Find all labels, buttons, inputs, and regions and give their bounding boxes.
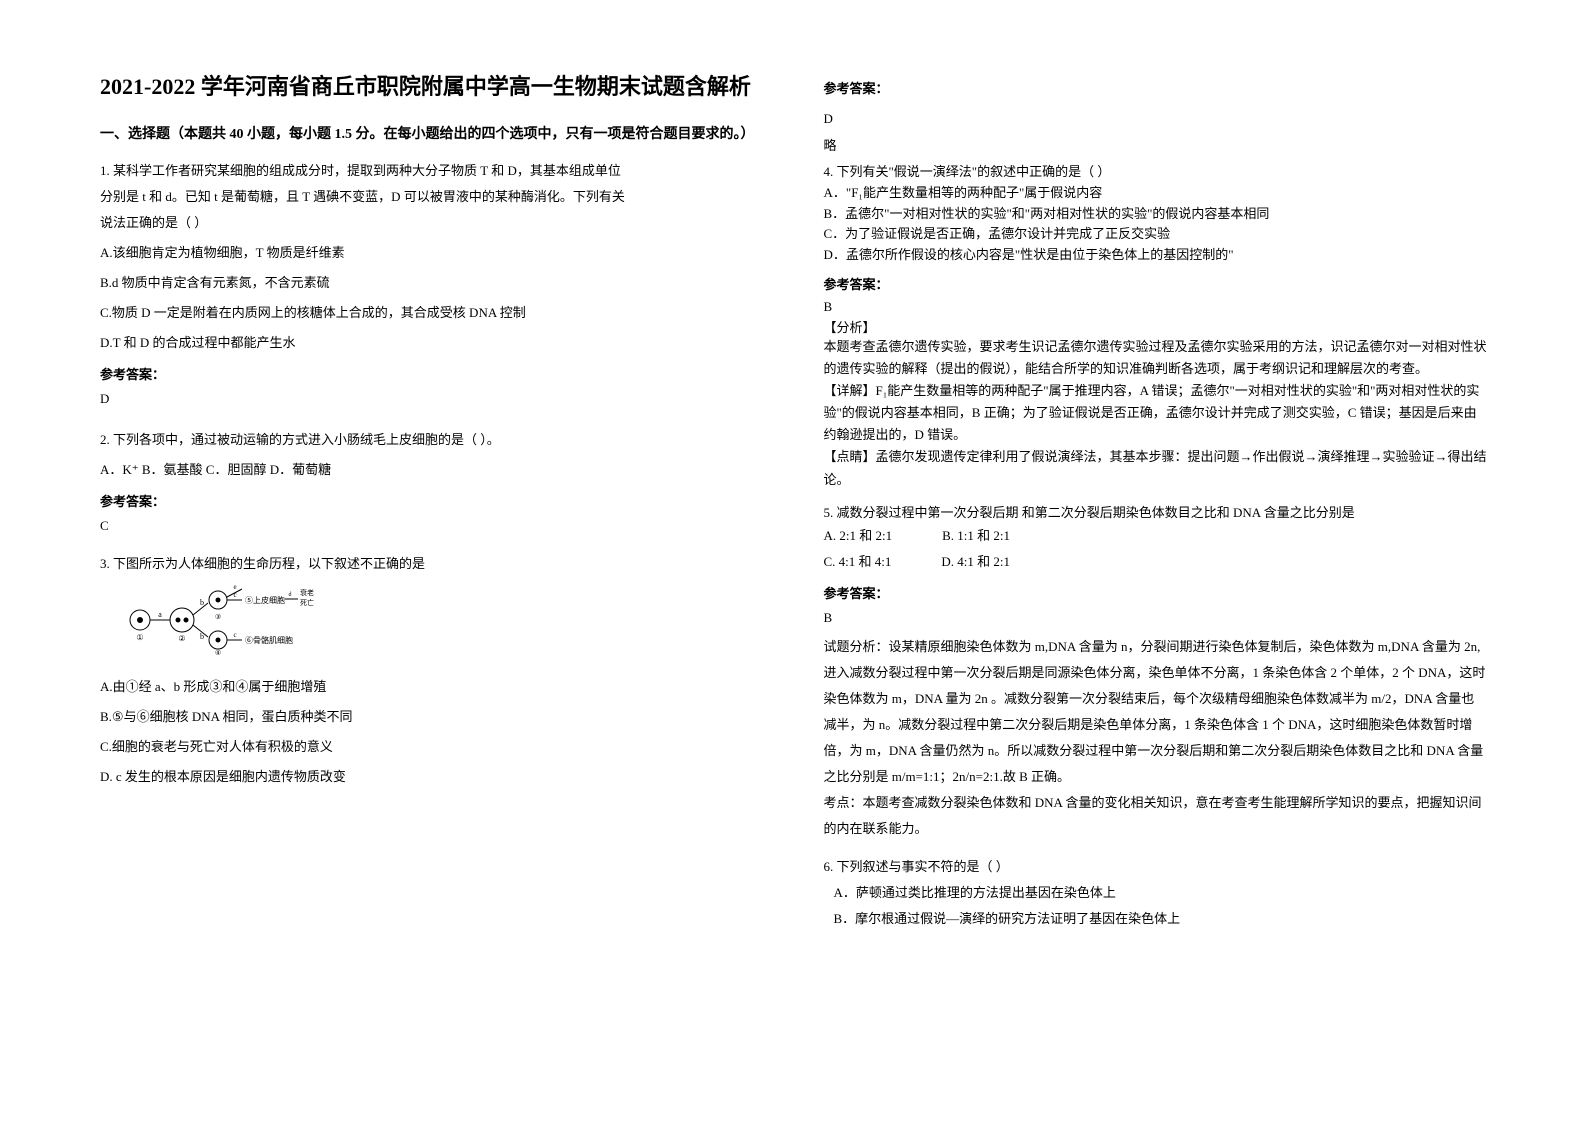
document-title: 2021-2022 学年河南省商丘市职院附属中学高一生物期末试题含解析 bbox=[100, 70, 764, 103]
svg-text:衰老: 衰老 bbox=[300, 588, 314, 597]
section-header: 一、选择题（本题共 40 小题，每小题 1.5 分。在每小题给出的四个选项中，只… bbox=[100, 123, 764, 143]
q1-stem-line3: 说法正确的是（ ） bbox=[100, 210, 764, 236]
q6-option-a: A．萨顿通过类比推理的方法提出基因在染色体上 bbox=[824, 880, 1488, 906]
svg-text:c: c bbox=[233, 631, 236, 639]
q2-answer-label: 参考答案： bbox=[100, 491, 764, 510]
question-1: 1. 某科学工作者研究某细胞的组成成分时，提取到两种大分子物质 T 和 D，其基… bbox=[100, 158, 764, 415]
q6-stem: 6. 下列叙述与事实不符的是（ ） bbox=[824, 854, 1488, 880]
svg-text:②: ② bbox=[178, 634, 185, 643]
svg-text:⑤上皮细胞: ⑤上皮细胞 bbox=[245, 595, 285, 605]
q5-analysis: 试题分析：设某精原细胞染色体数为 m,DNA 含量为 n，分裂间期进行染色体复制… bbox=[824, 634, 1488, 790]
cell-lifecycle-diagram: ① a ② b b ③ ④ c e c ⑤上皮细胞 ⑥骨骼肌细胞 bbox=[120, 585, 320, 655]
q3-answer-label: 参考答案： bbox=[824, 78, 1488, 97]
q4-option-a: A．"F₁能产生数量相等的两种配子"属于假说内容 bbox=[824, 183, 1488, 204]
q3-option-d: D. c 发生的根本原因是细胞内遗传物质改变 bbox=[100, 764, 764, 790]
q1-option-b: B.d 物质中肯定含有元素氮，不含元素硫 bbox=[100, 270, 764, 296]
question-2: 2. 下列各项中，通过被动运输的方式进入小肠绒毛上皮细胞的是（ ）。 A．K⁺ … bbox=[100, 427, 764, 542]
q2-answer: C bbox=[100, 518, 764, 534]
q3-explain: 略 bbox=[824, 135, 1488, 154]
question-5: 5. 减数分裂过程中第一次分裂后期 和第二次分裂后期染色体数目之比和 DNA 含… bbox=[824, 503, 1488, 843]
q3-answer: D bbox=[824, 111, 1488, 127]
q1-option-c: C.物质 D 一定是附着在内质网上的核糖体上合成的，其合成受核 DNA 控制 bbox=[100, 300, 764, 326]
question-6: 6. 下列叙述与事实不符的是（ ） A．萨顿通过类比推理的方法提出基因在染色体上… bbox=[824, 854, 1488, 932]
svg-text:d: d bbox=[289, 592, 292, 598]
svg-text:①: ① bbox=[136, 633, 143, 642]
q5-option-d: D. 4:1 和 2:1 bbox=[941, 549, 1010, 575]
svg-text:a: a bbox=[158, 610, 162, 619]
q4-point: 【点睛】孟德尔发现遗传定律利用了假说演绎法，其基本步骤：提出问题→作出假说→演绎… bbox=[824, 446, 1488, 490]
question-3: 3. 下图所示为人体细胞的生命历程，以下叙述不正确的是 ① a ② b b ③ … bbox=[100, 554, 764, 790]
q5-answer: B bbox=[824, 610, 1488, 626]
q1-stem-line1: 1. 某科学工作者研究某细胞的组成成分时，提取到两种大分子物质 T 和 D，其基… bbox=[100, 158, 764, 184]
q2-stem: 2. 下列各项中，通过被动运输的方式进入小肠绒毛上皮细胞的是（ ）。 bbox=[100, 427, 764, 453]
q1-answer-label: 参考答案： bbox=[100, 364, 764, 383]
q4-answer-label: 参考答案： bbox=[824, 274, 1488, 293]
q5-point: 考点：本题考查减数分裂染色体数和 DNA 含量的变化相关知识，意在考查考生能理解… bbox=[824, 790, 1488, 842]
left-column: 2021-2022 学年河南省商丘市职院附属中学高一生物期末试题含解析 一、选择… bbox=[100, 70, 764, 1052]
q4-option-b: B．孟德尔"一对相对性状的实验"和"两对相对性状的实验"的假说内容基本相同 bbox=[824, 204, 1488, 225]
q3-option-c: C.细胞的衰老与死亡对人体有积极的意义 bbox=[100, 734, 764, 760]
q5-options-row1: A. 2:1 和 2:1 B. 1:1 和 2:1 bbox=[824, 523, 1488, 549]
q1-option-d: D.T 和 D 的合成过程中都能产生水 bbox=[100, 330, 764, 356]
svg-text:死亡: 死亡 bbox=[300, 598, 314, 607]
q4-option-d: D．孟德尔所作假设的核心内容是"性状是由位于染色体上的基因控制的" bbox=[824, 245, 1488, 266]
q4-option-c: C．为了验证假说是否正确，孟德尔设计并完成了正反交实验 bbox=[824, 224, 1488, 245]
question-4: 4. 下列有关"假说一演绎法"的叙述中正确的是（ ） A．"F₁能产生数量相等的… bbox=[824, 162, 1488, 491]
q4-detail: 【详解】F₁能产生数量相等的两种配子"属于推理内容，A 错误；孟德尔"一对相对性… bbox=[824, 380, 1488, 446]
right-column: 参考答案： D 略 4. 下列有关"假说一演绎法"的叙述中正确的是（ ） A．"… bbox=[824, 70, 1488, 1052]
q5-options-row2: C. 4:1 和 4:1 D. 4:1 和 2:1 bbox=[824, 549, 1488, 575]
q4-stem: 4. 下列有关"假说一演绎法"的叙述中正确的是（ ） bbox=[824, 162, 1488, 183]
svg-text:b: b bbox=[200, 632, 204, 641]
q3-stem: 3. 下图所示为人体细胞的生命历程，以下叙述不正确的是 bbox=[100, 554, 764, 575]
q5-option-a: A. 2:1 和 2:1 bbox=[824, 523, 893, 549]
q3-option-b: B.⑤与⑥细胞核 DNA 相同，蛋白质种类不同 bbox=[100, 704, 764, 730]
svg-text:④: ④ bbox=[215, 649, 221, 655]
q5-option-b: B. 1:1 和 2:1 bbox=[942, 523, 1010, 549]
q4-analysis-label: 【分析】 bbox=[824, 317, 1488, 336]
q1-option-a: A.该细胞肯定为植物细胞，T 物质是纤维素 bbox=[100, 240, 764, 266]
q4-answer: B bbox=[824, 299, 1488, 315]
q5-stem: 5. 减数分裂过程中第一次分裂后期 和第二次分裂后期染色体数目之比和 DNA 含… bbox=[824, 503, 1488, 524]
q3-option-a: A.由①经 a、b 形成③和④属于细胞增殖 bbox=[100, 674, 764, 700]
svg-text:b: b bbox=[200, 598, 204, 607]
q1-stem-line2: 分别是 t 和 d。已知 t 是葡萄糖，且 T 遇碘不变蓝，D 可以被胃液中的某… bbox=[100, 184, 764, 210]
q4-analysis: 本题考查孟德尔遗传实验，要求考生识记孟德尔遗传实验过程及孟德尔实验采用的方法，识… bbox=[824, 336, 1488, 380]
svg-text:③: ③ bbox=[215, 613, 221, 621]
q5-option-c: C. 4:1 和 4:1 bbox=[824, 549, 892, 575]
q6-option-b: B．摩尔根通过假说—演绎的研究方法证明了基因在染色体上 bbox=[824, 906, 1488, 932]
q2-options: A．K⁺ B．氨基酸 C．胆固醇 D．葡萄糖 bbox=[100, 457, 764, 483]
svg-text:⑥骨骼肌细胞: ⑥骨骼肌细胞 bbox=[245, 635, 293, 645]
q1-answer: D bbox=[100, 391, 764, 407]
q5-answer-label: 参考答案： bbox=[824, 583, 1488, 602]
svg-text:e: e bbox=[233, 585, 236, 591]
